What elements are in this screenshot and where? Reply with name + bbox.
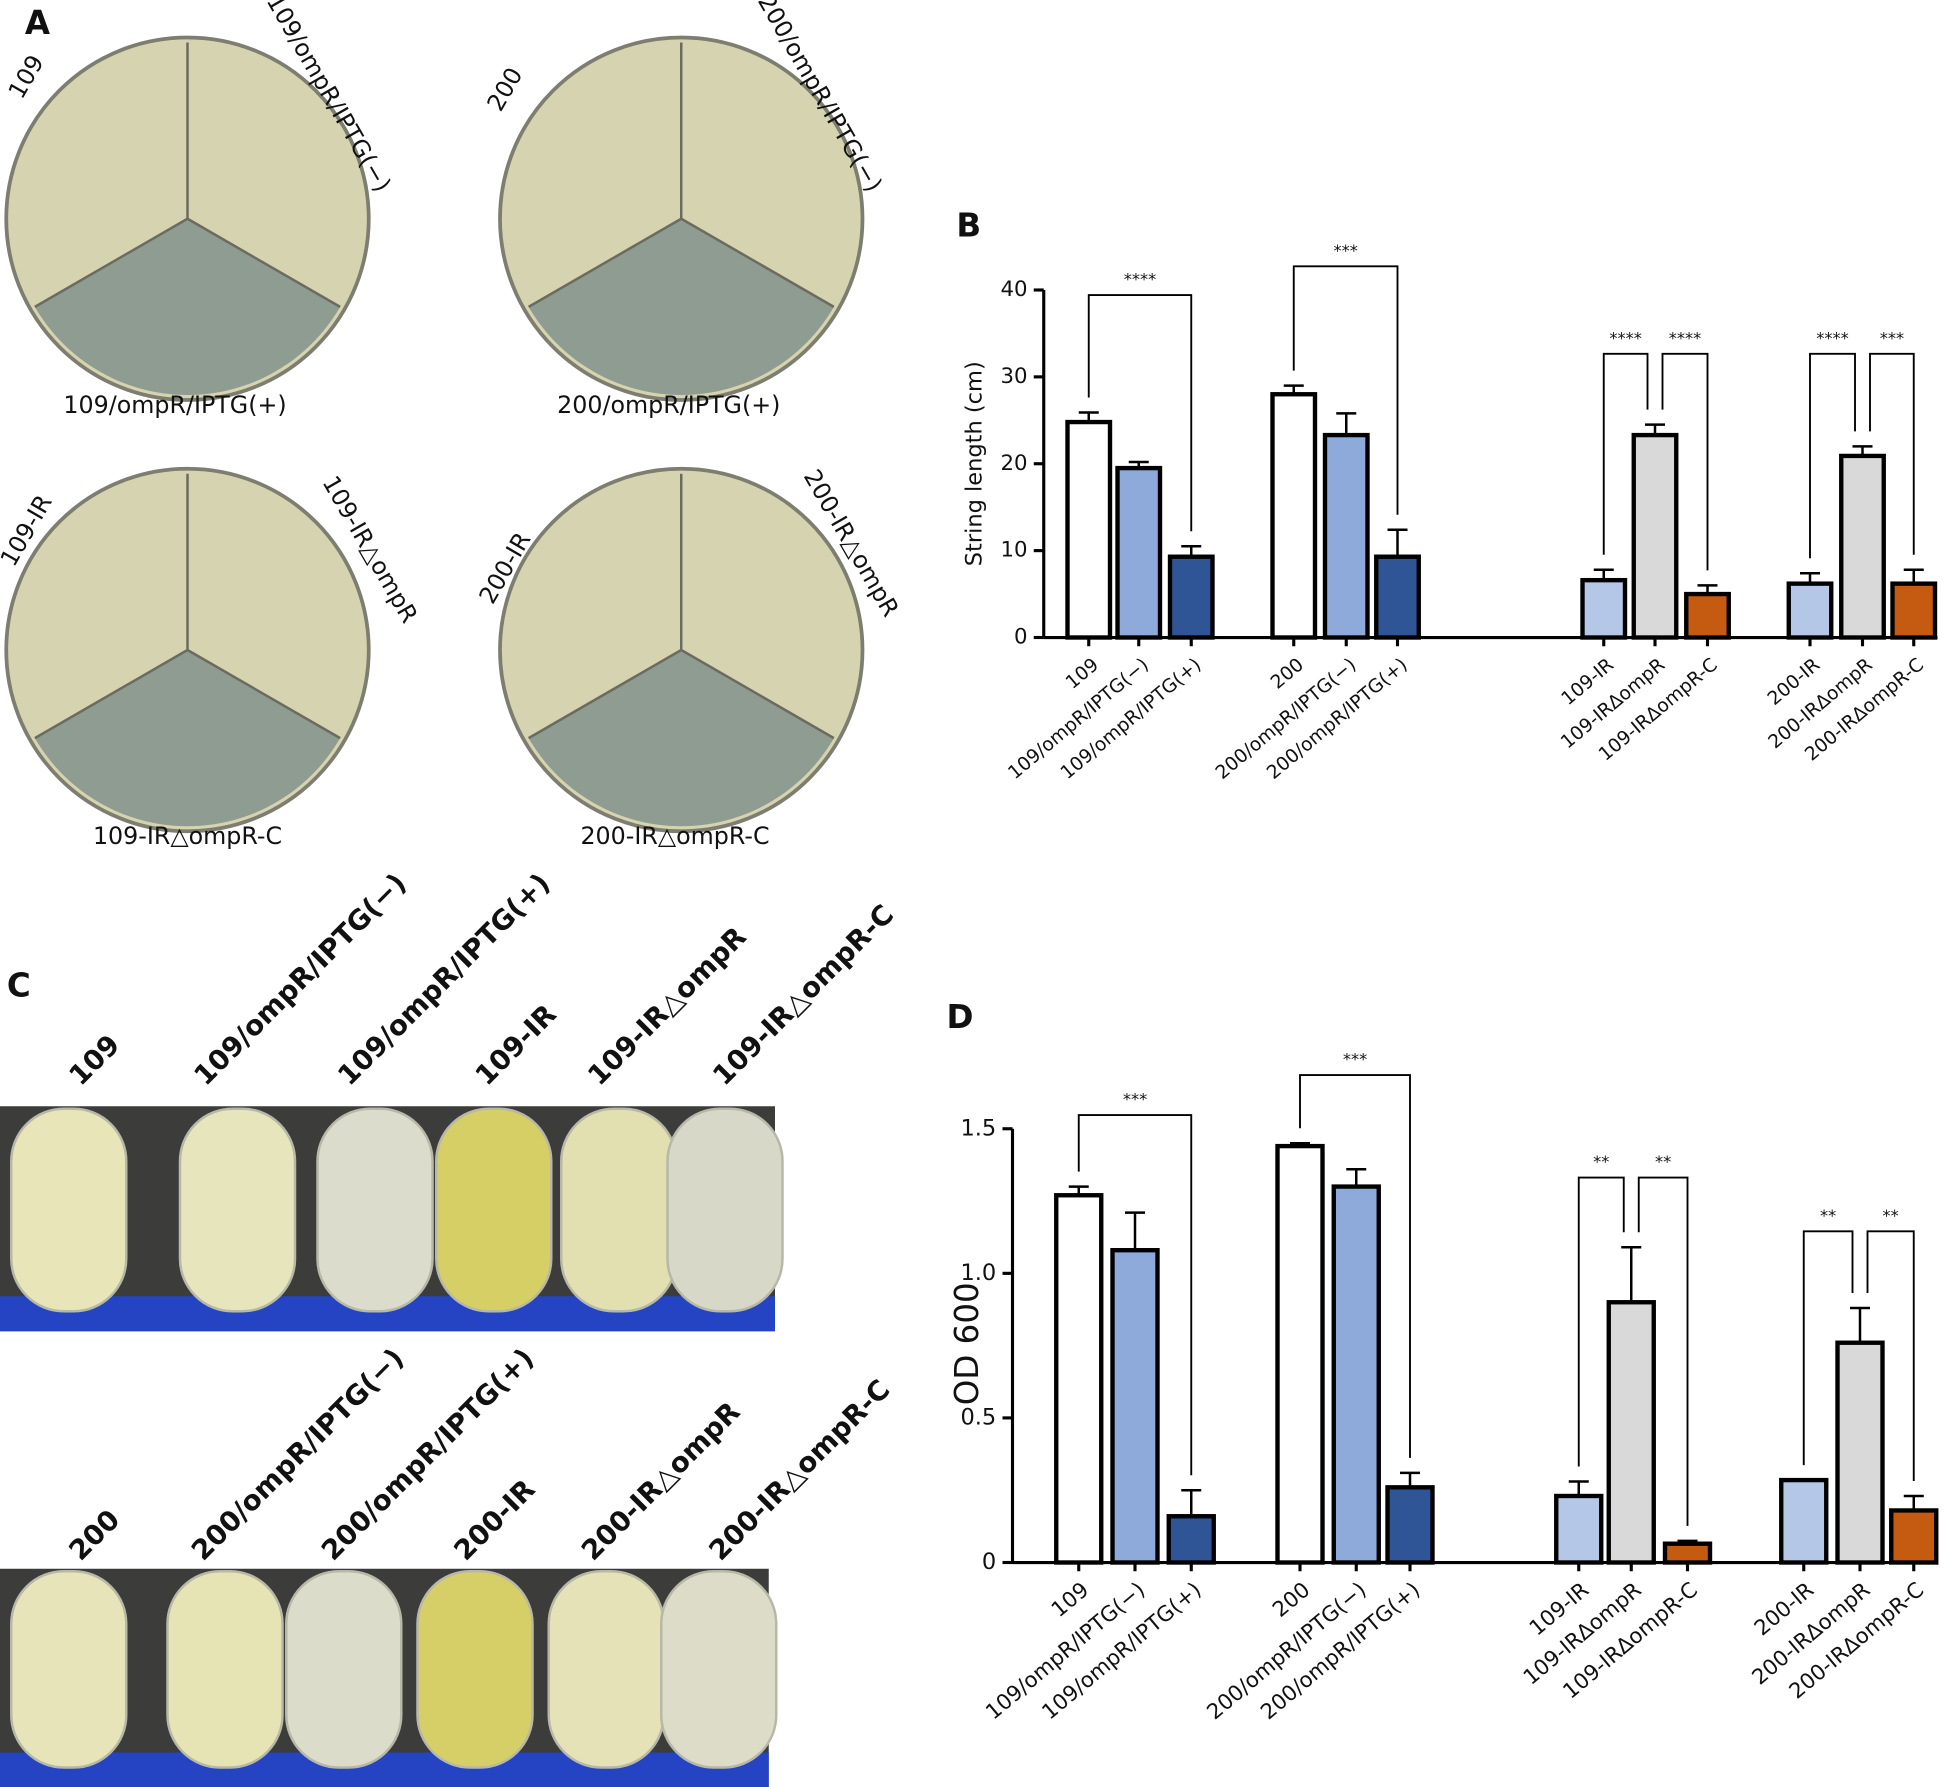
panel-label: C [7,967,31,1005]
plate-divider [34,473,341,740]
tube [416,1570,534,1769]
y-tick-label: 40 [1000,277,1027,302]
bar [1835,1340,1885,1565]
tube [660,1570,778,1769]
y-tick-label: 1.0 [960,1260,996,1286]
significance-label: ** [1593,1152,1609,1171]
significance-bracket [1637,1176,1689,1526]
bar [1786,581,1834,640]
bar [1606,1300,1656,1565]
y-tick-label: 0 [982,1549,996,1575]
bar [1054,1193,1104,1565]
significance-label: **** [1609,328,1642,347]
y-tick-label: 1.5 [960,1115,996,1141]
plate-divider [527,473,835,740]
bar [1110,1248,1160,1565]
tube [547,1570,665,1769]
panel-label: B [956,207,981,245]
significance-label: ** [1883,1206,1899,1225]
bar [1322,432,1370,640]
y-tick-label: 0.5 [960,1404,996,1430]
significance-label: *** [1123,1090,1147,1109]
tube [666,1107,784,1313]
y-tick-label: 10 [1000,538,1027,563]
bar [1889,1508,1939,1565]
significance-label: **** [1669,328,1702,347]
tube [285,1570,403,1769]
plate-label: 200/ompR/IPTG(+) [557,391,780,419]
plate-sector [528,218,834,395]
bar [1167,554,1215,640]
significance-bracket [1087,294,1193,532]
significance-bracket [1661,352,1709,571]
bar [1631,432,1679,640]
bar [1065,419,1113,640]
y-tick-label: 0 [1014,625,1028,650]
bar [1115,465,1163,640]
bar [1890,581,1938,640]
tube [560,1107,678,1313]
bar [1662,1541,1713,1565]
bar [1839,453,1886,640]
tube [178,1107,297,1313]
bar [1331,1184,1381,1565]
bar [1374,554,1421,640]
panel-label: D [947,998,974,1036]
significance-bracket [1869,352,1915,555]
plate-label: 109/ompR/IPTG(+) [63,391,286,419]
significance-label: **** [1124,270,1157,289]
tube-rack [0,1752,769,1787]
significance-label: **** [1816,328,1849,347]
significance-label: ** [1820,1206,1836,1225]
bar [1270,392,1318,640]
significance-bracket [1802,1230,1854,1466]
tube [316,1107,434,1313]
bar [1580,577,1628,640]
bar [1275,1143,1325,1565]
tube [435,1107,553,1313]
bar [1385,1485,1435,1565]
significance-bracket [1809,352,1856,559]
panel-label: A [25,4,50,42]
significance-bracket [1299,1074,1411,1458]
plate-divider [34,42,341,308]
significance-label: ** [1655,1152,1671,1171]
significance-bracket [1292,265,1399,515]
y-tick-label: 20 [1000,451,1027,476]
y-tick-label: 30 [1000,364,1027,389]
bar [1684,591,1731,640]
tube [166,1570,284,1769]
tube [10,1570,128,1769]
plate-label: 200-IR△ompR-C [580,822,769,850]
bar [1166,1514,1216,1565]
significance-bracket [1866,1230,1915,1481]
plate-divider [527,42,835,308]
significance-label: *** [1333,241,1357,260]
tube [10,1107,128,1313]
y-axis-label: OD 600 [948,1282,986,1405]
bar [1554,1493,1604,1565]
significance-bracket [1602,352,1649,555]
significance-bracket [1077,1114,1193,1476]
significance-bracket [1577,1176,1625,1467]
significance-label: *** [1880,328,1904,347]
plate-label: 109-IR△ompR-C [93,822,282,850]
bar [1779,1477,1829,1565]
significance-label: *** [1343,1050,1367,1069]
y-axis-label: String length (cm) [962,361,988,566]
